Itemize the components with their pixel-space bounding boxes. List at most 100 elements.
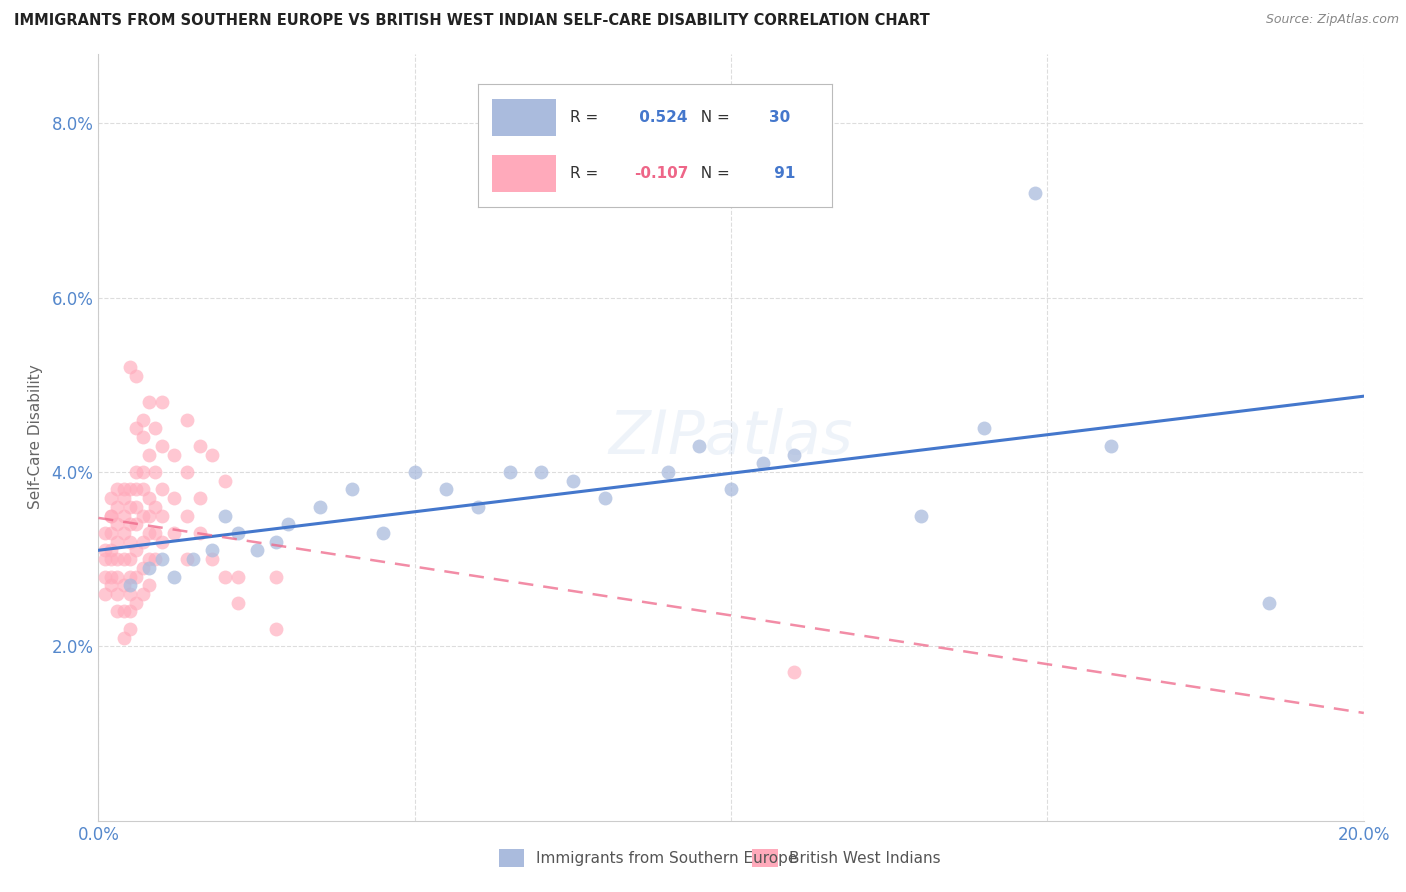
Point	[138, 395, 160, 409]
Point	[163, 526, 186, 541]
Point	[150, 395, 173, 409]
Point	[145, 465, 166, 479]
Point	[309, 500, 332, 514]
Point	[107, 587, 129, 601]
Point	[150, 483, 173, 497]
Point	[593, 491, 616, 505]
Point	[120, 604, 141, 618]
Point	[138, 552, 160, 566]
Point	[138, 508, 160, 523]
Point	[183, 552, 205, 566]
Point	[120, 578, 141, 592]
Point	[132, 534, 155, 549]
Point	[138, 561, 160, 575]
Point	[120, 622, 141, 636]
Point	[132, 412, 155, 426]
Point	[107, 500, 129, 514]
Point	[340, 483, 363, 497]
Point	[1024, 186, 1046, 200]
Point	[688, 439, 710, 453]
Point	[188, 526, 211, 541]
Point	[201, 543, 224, 558]
Point	[93, 526, 117, 541]
Point	[112, 631, 135, 645]
Point	[120, 534, 141, 549]
Point	[138, 526, 160, 541]
Text: IMMIGRANTS FROM SOUTHERN EUROPE VS BRITISH WEST INDIAN SELF-CARE DISABILITY CORR: IMMIGRANTS FROM SOUTHERN EUROPE VS BRITI…	[14, 13, 929, 29]
Point	[264, 569, 287, 583]
Point	[93, 543, 117, 558]
Text: British West Indians: British West Indians	[789, 851, 941, 865]
Point	[404, 465, 426, 479]
Point	[125, 569, 148, 583]
Point	[132, 561, 155, 575]
Point	[150, 552, 173, 566]
Point	[125, 596, 148, 610]
Point	[100, 552, 122, 566]
Point	[125, 483, 148, 497]
Point	[125, 517, 148, 532]
Point	[246, 543, 269, 558]
Point	[176, 508, 198, 523]
Text: Immigrants from Southern Europe: Immigrants from Southern Europe	[536, 851, 797, 865]
Point	[112, 491, 135, 505]
Point	[138, 448, 160, 462]
Point	[93, 587, 117, 601]
Point	[120, 517, 141, 532]
Point	[112, 526, 135, 541]
Point	[107, 534, 129, 549]
Point	[561, 474, 585, 488]
Point	[163, 448, 186, 462]
Point	[201, 448, 224, 462]
Point	[498, 465, 520, 479]
Point	[100, 578, 122, 592]
Point	[176, 412, 198, 426]
Point	[120, 483, 141, 497]
Point	[132, 483, 155, 497]
Point	[751, 456, 773, 470]
Point	[138, 491, 160, 505]
Point	[176, 552, 198, 566]
Point	[100, 526, 122, 541]
Text: Source: ZipAtlas.com: Source: ZipAtlas.com	[1265, 13, 1399, 27]
Point	[371, 526, 394, 541]
Point	[120, 552, 141, 566]
Point	[201, 552, 224, 566]
Point	[1099, 439, 1122, 453]
Point	[125, 543, 148, 558]
Point	[163, 491, 186, 505]
Point	[112, 508, 135, 523]
Point	[1257, 596, 1279, 610]
Point	[150, 508, 173, 523]
Point	[436, 483, 458, 497]
Point	[125, 369, 148, 384]
Point	[145, 500, 166, 514]
Point	[176, 465, 198, 479]
Point	[277, 517, 299, 532]
Point	[973, 421, 995, 435]
Point	[163, 569, 186, 583]
Point	[720, 483, 742, 497]
Point	[214, 508, 236, 523]
Point	[107, 552, 129, 566]
Point	[150, 439, 173, 453]
Point	[112, 483, 135, 497]
Point	[188, 491, 211, 505]
Point	[112, 552, 135, 566]
Point	[783, 448, 806, 462]
Point	[120, 360, 141, 375]
Point	[226, 526, 249, 541]
Point	[100, 508, 122, 523]
Point	[910, 508, 932, 523]
Point	[657, 465, 679, 479]
Point	[112, 578, 135, 592]
Point	[120, 500, 141, 514]
Point	[100, 491, 122, 505]
Point	[138, 578, 160, 592]
Text: ZIPatlas: ZIPatlas	[609, 408, 853, 467]
Point	[214, 569, 236, 583]
Y-axis label: Self-Care Disability: Self-Care Disability	[28, 365, 44, 509]
Point	[120, 569, 141, 583]
Point	[125, 421, 148, 435]
Point	[132, 587, 155, 601]
